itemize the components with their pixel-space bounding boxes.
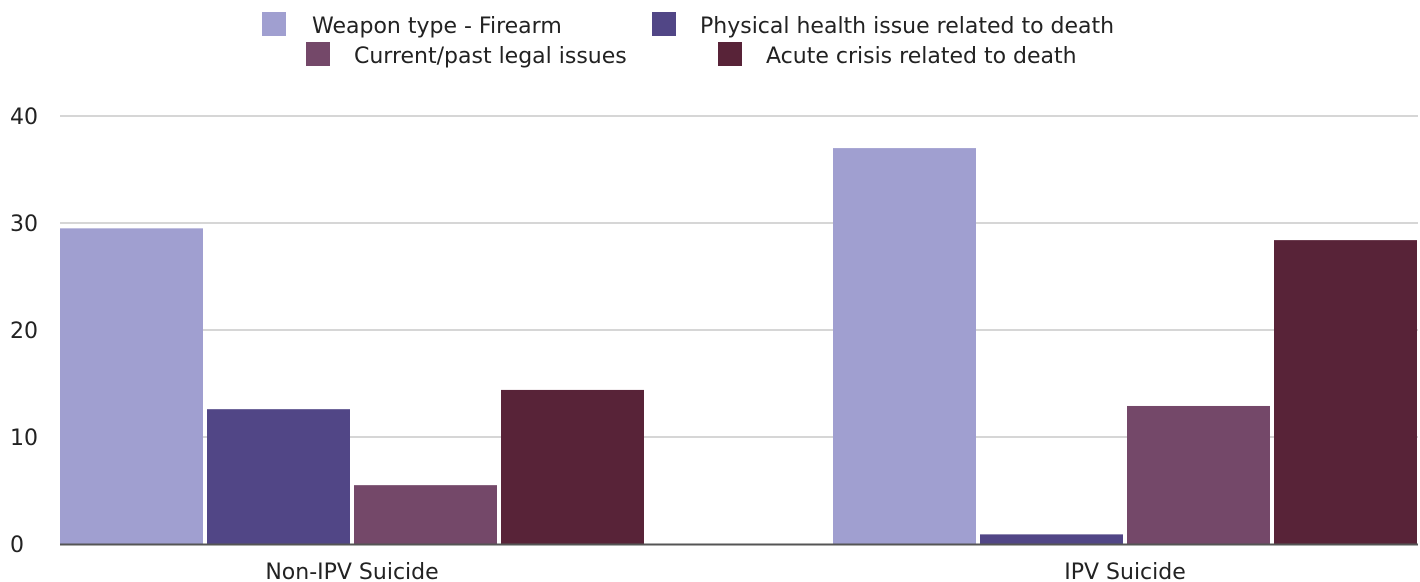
- legend-label: Acute crisis related to death: [766, 44, 1077, 69]
- y-tick-label: 10: [10, 426, 38, 451]
- bar-current-past-legal-issues-ipv-suicide: [1127, 405, 1270, 544]
- bar-acute-crisis-related-to-death-ipv-suicide: [1274, 240, 1417, 544]
- bar-physical-health-issue-related-to-death-non-ipv-suicide: [207, 409, 350, 544]
- legend-item: Current/past legal issues: [306, 42, 627, 69]
- legend-swatch: [652, 12, 676, 36]
- y-tick-label: 40: [10, 105, 38, 130]
- bar-acute-crisis-related-to-death-non-ipv-suicide: [501, 389, 644, 544]
- x-category-label: IPV Suicide: [1064, 560, 1186, 582]
- bar-current-past-legal-issues-non-ipv-suicide: [354, 485, 497, 544]
- x-category-label: Non-IPV Suicide: [265, 560, 438, 582]
- y-tick-label: 30: [10, 212, 38, 237]
- legend-label: Physical health issue related to death: [700, 14, 1114, 39]
- gridlines: [60, 115, 1418, 438]
- y-tick-label: 0: [10, 533, 24, 558]
- legend-swatch: [262, 12, 286, 36]
- legend-label: Current/past legal issues: [354, 44, 627, 69]
- legend-item: Acute crisis related to death: [718, 42, 1077, 69]
- x-axis-labels: Non-IPV Suicide IPV Suicide: [265, 560, 1185, 582]
- legend-swatch: [306, 42, 330, 66]
- y-tick-label: 20: [10, 319, 38, 344]
- y-axis-ticks: 0 10 20 30 40: [10, 105, 38, 558]
- legend-swatch: [718, 42, 742, 66]
- legend-label: Weapon type - Firearm: [312, 14, 562, 39]
- legend-item: Physical health issue related to death: [652, 12, 1114, 39]
- bar-weapon-type-firearm-ipv-suicide: [833, 148, 976, 544]
- bar-physical-health-issue-related-to-death-ipv-suicide: [980, 534, 1123, 544]
- legend: Weapon type - Firearm Physical health iss…: [262, 12, 1114, 69]
- legend-item: Weapon type - Firearm: [262, 12, 562, 39]
- bars: [60, 148, 1417, 544]
- bar-weapon-type-firearm-non-ipv-suicide: [60, 228, 203, 544]
